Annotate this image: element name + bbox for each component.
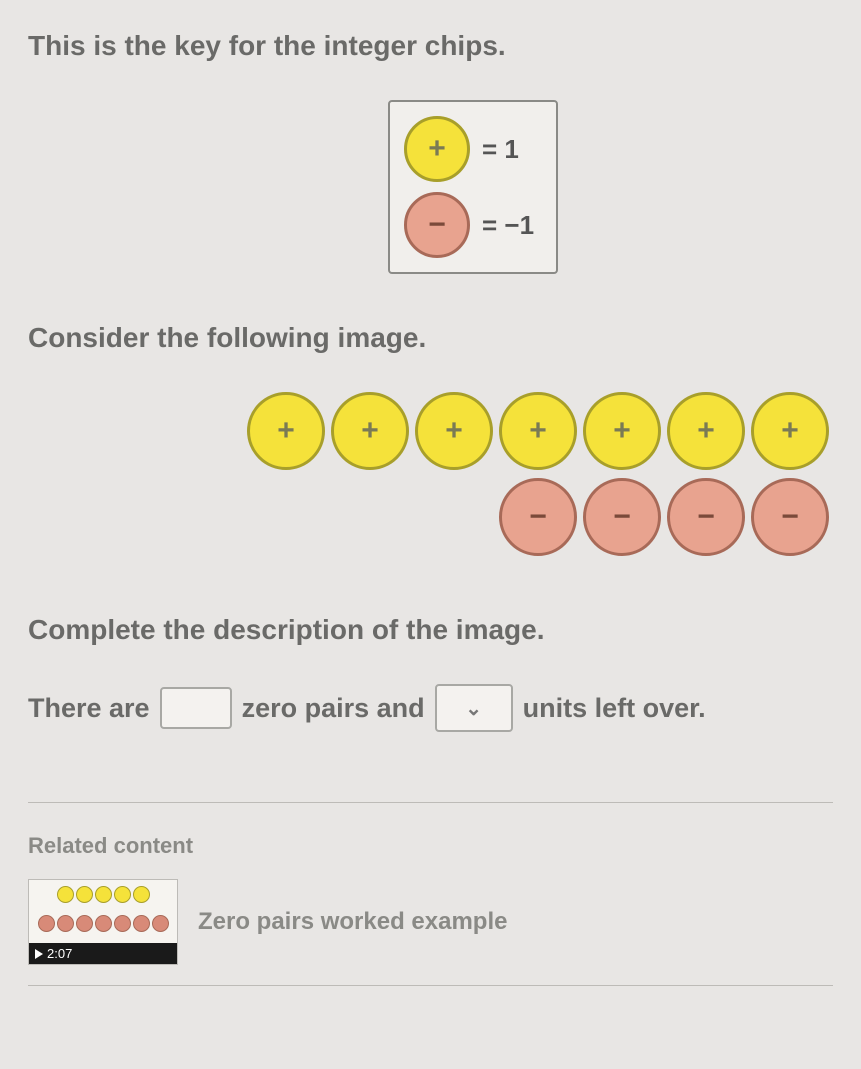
divider-2 — [28, 985, 833, 986]
play-icon — [35, 949, 43, 959]
related-content-heading: Related content — [28, 833, 833, 859]
related-item-title: Zero pairs worked example — [198, 908, 507, 936]
negative-chip: − — [499, 478, 577, 556]
chip-row-positive: +++++++ — [247, 392, 829, 470]
video-duration-bar: 2:07 — [29, 943, 177, 964]
positive-chip-icon: + — [404, 116, 470, 182]
chip-image: +++++++ −−−− — [28, 392, 833, 556]
negative-chip: − — [667, 478, 745, 556]
sentence-part-3: units left over. — [523, 693, 706, 724]
divider — [28, 802, 833, 803]
positive-chip: + — [583, 392, 661, 470]
negative-chip: − — [583, 478, 661, 556]
video-duration: 2:07 — [47, 946, 72, 961]
key-legend-box: + = 1 − = −1 — [388, 100, 558, 274]
negative-chip: − — [751, 478, 829, 556]
positive-chip: + — [247, 392, 325, 470]
zero-pairs-input[interactable] — [160, 687, 232, 729]
negative-chip-icon: − — [404, 192, 470, 258]
minus-sign: − — [428, 210, 446, 240]
positive-chip: + — [499, 392, 577, 470]
related-item[interactable]: 2:07 Zero pairs worked example — [28, 879, 833, 965]
key-row-negative: − = −1 — [404, 192, 534, 258]
complete-text: Complete the description of the image. — [28, 614, 833, 646]
positive-chip: + — [667, 392, 745, 470]
units-select[interactable]: ⌄ — [435, 684, 513, 732]
intro-text: This is the key for the integer chips. — [28, 30, 833, 62]
negative-value-label: = −1 — [482, 210, 534, 241]
positive-chip: + — [415, 392, 493, 470]
fill-sentence: There are zero pairs and ⌄ units left ov… — [28, 684, 833, 732]
positive-value-label: = 1 — [482, 134, 519, 165]
key-row-positive: + = 1 — [404, 116, 534, 182]
sentence-part-1: There are — [28, 693, 150, 724]
video-thumbnail: 2:07 — [28, 879, 178, 965]
sentence-part-2: zero pairs and — [242, 693, 425, 724]
positive-chip: + — [751, 392, 829, 470]
chip-row-negative: −−−− — [499, 478, 829, 556]
positive-chip: + — [331, 392, 409, 470]
chevron-down-icon: ⌄ — [465, 696, 482, 721]
consider-text: Consider the following image. — [28, 322, 833, 354]
plus-sign: + — [428, 134, 446, 164]
